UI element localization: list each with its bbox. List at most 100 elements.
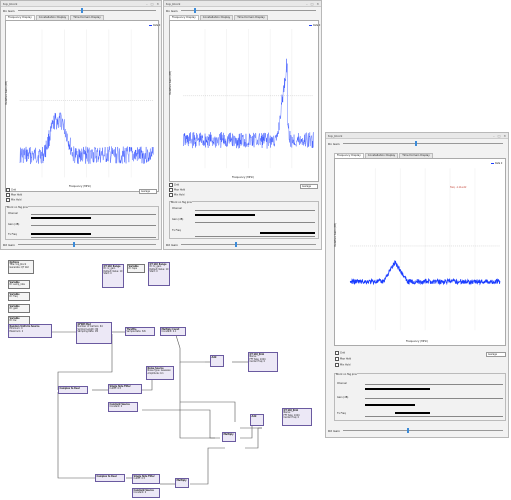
maxhold-check[interactable]: Max Hold [335, 357, 351, 361]
group-title: Block on Tag pins [336, 373, 357, 376]
variable-block[interactable]: Variable ID: samp_rate [8, 280, 30, 289]
grid-check[interactable]: Grid [335, 351, 345, 355]
checkbox[interactable] [169, 188, 173, 192]
rx-gain-slider[interactable] [342, 141, 503, 146]
track[interactable] [365, 398, 503, 399]
slider-handle[interactable] [81, 8, 84, 13]
track[interactable] [195, 236, 315, 237]
random-source-block[interactable]: Random Uniform Source Minimum: 0 Maximum… [8, 324, 52, 338]
multiply-block[interactable]: Multiply [222, 432, 236, 442]
average-combo[interactable]: Average [486, 352, 506, 357]
range-bar[interactable] [31, 233, 91, 235]
block-param: Noise Type: Gaussian [147, 369, 171, 373]
checkbox[interactable] [6, 193, 10, 197]
bottom-label: RX Gain [3, 242, 15, 247]
track[interactable] [195, 210, 315, 211]
add-block[interactable]: Add [250, 414, 264, 426]
variable-block[interactable]: Variable ID: freq [8, 292, 30, 301]
slider-handle[interactable] [73, 242, 76, 247]
title-bar: top_block – □ ✕ [1, 1, 161, 7]
title-bar: top_block – □ ✕ [326, 133, 508, 139]
track[interactable] [195, 222, 315, 223]
variable-block[interactable]: Variable ID: gain [8, 304, 30, 313]
maximize-icon[interactable]: □ [497, 133, 501, 138]
constant-source-block[interactable]: Constant Source Constant: 0 [108, 402, 138, 412]
track[interactable] [31, 237, 156, 238]
close-icon[interactable]: ✕ [156, 1, 159, 6]
close-icon[interactable]: ✕ [503, 133, 506, 138]
qt-range-block[interactable]: QT GUI Range ID: rx_gain Default Value: … [102, 264, 124, 288]
track[interactable] [31, 214, 156, 215]
block-title: Single Side Filter [109, 384, 131, 388]
checkbox[interactable] [6, 188, 10, 192]
single-side-filter-block[interactable]: Single Side Filter Cutoff: 0.5 [108, 384, 142, 394]
rx-gain-bottom-slider[interactable] [181, 242, 316, 247]
checkbox[interactable] [335, 351, 339, 355]
block-param: Sample Rate: 32k [126, 330, 146, 334]
slider-handle[interactable] [235, 242, 237, 247]
add-block[interactable]: Add [210, 355, 224, 367]
grid-check[interactable]: Grid [169, 183, 179, 187]
minimize-icon[interactable]: – [146, 1, 148, 6]
checkbox[interactable] [335, 363, 339, 367]
range-bar[interactable] [260, 232, 315, 234]
maxhold-check[interactable]: Max Hold [6, 193, 22, 197]
checkbox[interactable] [169, 193, 173, 197]
check-label: Min Hold [11, 198, 22, 202]
group-title: Block on Tag pins [171, 201, 192, 204]
block-param: Default Value: 10 [103, 269, 123, 273]
rx-gain-bottom-slider[interactable] [343, 428, 503, 433]
multiply-const-block[interactable]: Multiply Const Constant: 0.1 [160, 327, 186, 336]
grid-check[interactable]: Grid [6, 188, 16, 192]
ofdm-mod-block[interactable]: OFDM Mod Number of Carriers: 64 Symbol L… [76, 322, 112, 344]
minimize-icon[interactable]: – [493, 133, 495, 138]
checkbox[interactable] [169, 183, 173, 187]
row-label: Channel [172, 207, 182, 210]
rx-gain-bottom-control: RX Gain [166, 242, 319, 247]
range-bar[interactable] [395, 412, 430, 414]
minimize-icon[interactable]: – [306, 1, 308, 6]
multiply-block[interactable]: Multiply [175, 478, 189, 488]
options-block[interactable]: Options Title: top_block Generate: QT GU… [8, 260, 34, 274]
block-title: Add [251, 414, 257, 418]
checkbox[interactable] [6, 198, 10, 202]
track[interactable] [31, 225, 156, 226]
range-bar[interactable] [195, 214, 255, 216]
y-axis-label: Relative Gain (dB) [334, 223, 337, 247]
noise-source-block[interactable]: Noise Source Noise Type: Gaussian Amplit… [146, 366, 174, 380]
range-bar[interactable] [31, 217, 91, 219]
throttle-block[interactable]: Throttle Sample Rate: 32k [125, 327, 155, 336]
track[interactable] [365, 416, 503, 417]
qt-range-block[interactable]: QT GUI Range ID: tx_gain Default Value: … [148, 262, 170, 286]
range-bar[interactable] [365, 388, 430, 390]
constant-source-block[interactable]: Constant Source Constant: 0 [132, 488, 160, 498]
range-bar[interactable] [365, 404, 415, 406]
check-label: Max Hold [340, 357, 352, 361]
close-icon[interactable]: ✕ [316, 1, 319, 6]
slider-handle[interactable] [414, 141, 417, 146]
maxhold-check[interactable]: Max Hold [169, 188, 185, 192]
qt-sink-block[interactable]: QT GUI Sink Name: "" FFT Size: 1024 Cent… [248, 352, 278, 372]
rx-gain-bottom-slider[interactable] [18, 242, 156, 247]
complex-to-real-block[interactable]: Complex to Real [58, 386, 88, 394]
block-title: QT GUI Sink [249, 352, 265, 356]
rx-gain-slider[interactable] [17, 8, 156, 13]
average-combo[interactable]: Average [139, 189, 157, 194]
track[interactable] [365, 384, 503, 385]
block-param: FFT Size: 1024 [283, 413, 300, 417]
qt-sink-block[interactable]: QT GUI Sink Name: "" FFT Size: 1024 Cent… [282, 408, 312, 426]
slider-handle[interactable] [407, 428, 409, 433]
average-combo[interactable]: Average [300, 184, 318, 189]
maximize-icon[interactable]: □ [150, 1, 154, 6]
checkbox[interactable] [335, 357, 339, 361]
maximize-icon[interactable]: □ [310, 1, 314, 6]
single-side-filter-block[interactable]: Single Side Filter Cutoff: 0.5 [132, 474, 160, 484]
minhold-check[interactable]: Min Hold [169, 193, 184, 197]
rx-gain-slider[interactable] [180, 8, 316, 13]
complex-to-real-block[interactable]: Complex to Real [95, 474, 125, 482]
flowgraph-canvas: Options Title: top_block Generate: QT GU… [0, 252, 320, 500]
minhold-check[interactable]: Min Hold [335, 363, 350, 367]
variable-block[interactable]: Variable ID: taps [127, 264, 145, 273]
slider-handle[interactable] [194, 8, 197, 13]
minhold-check[interactable]: Min Hold [6, 198, 21, 202]
